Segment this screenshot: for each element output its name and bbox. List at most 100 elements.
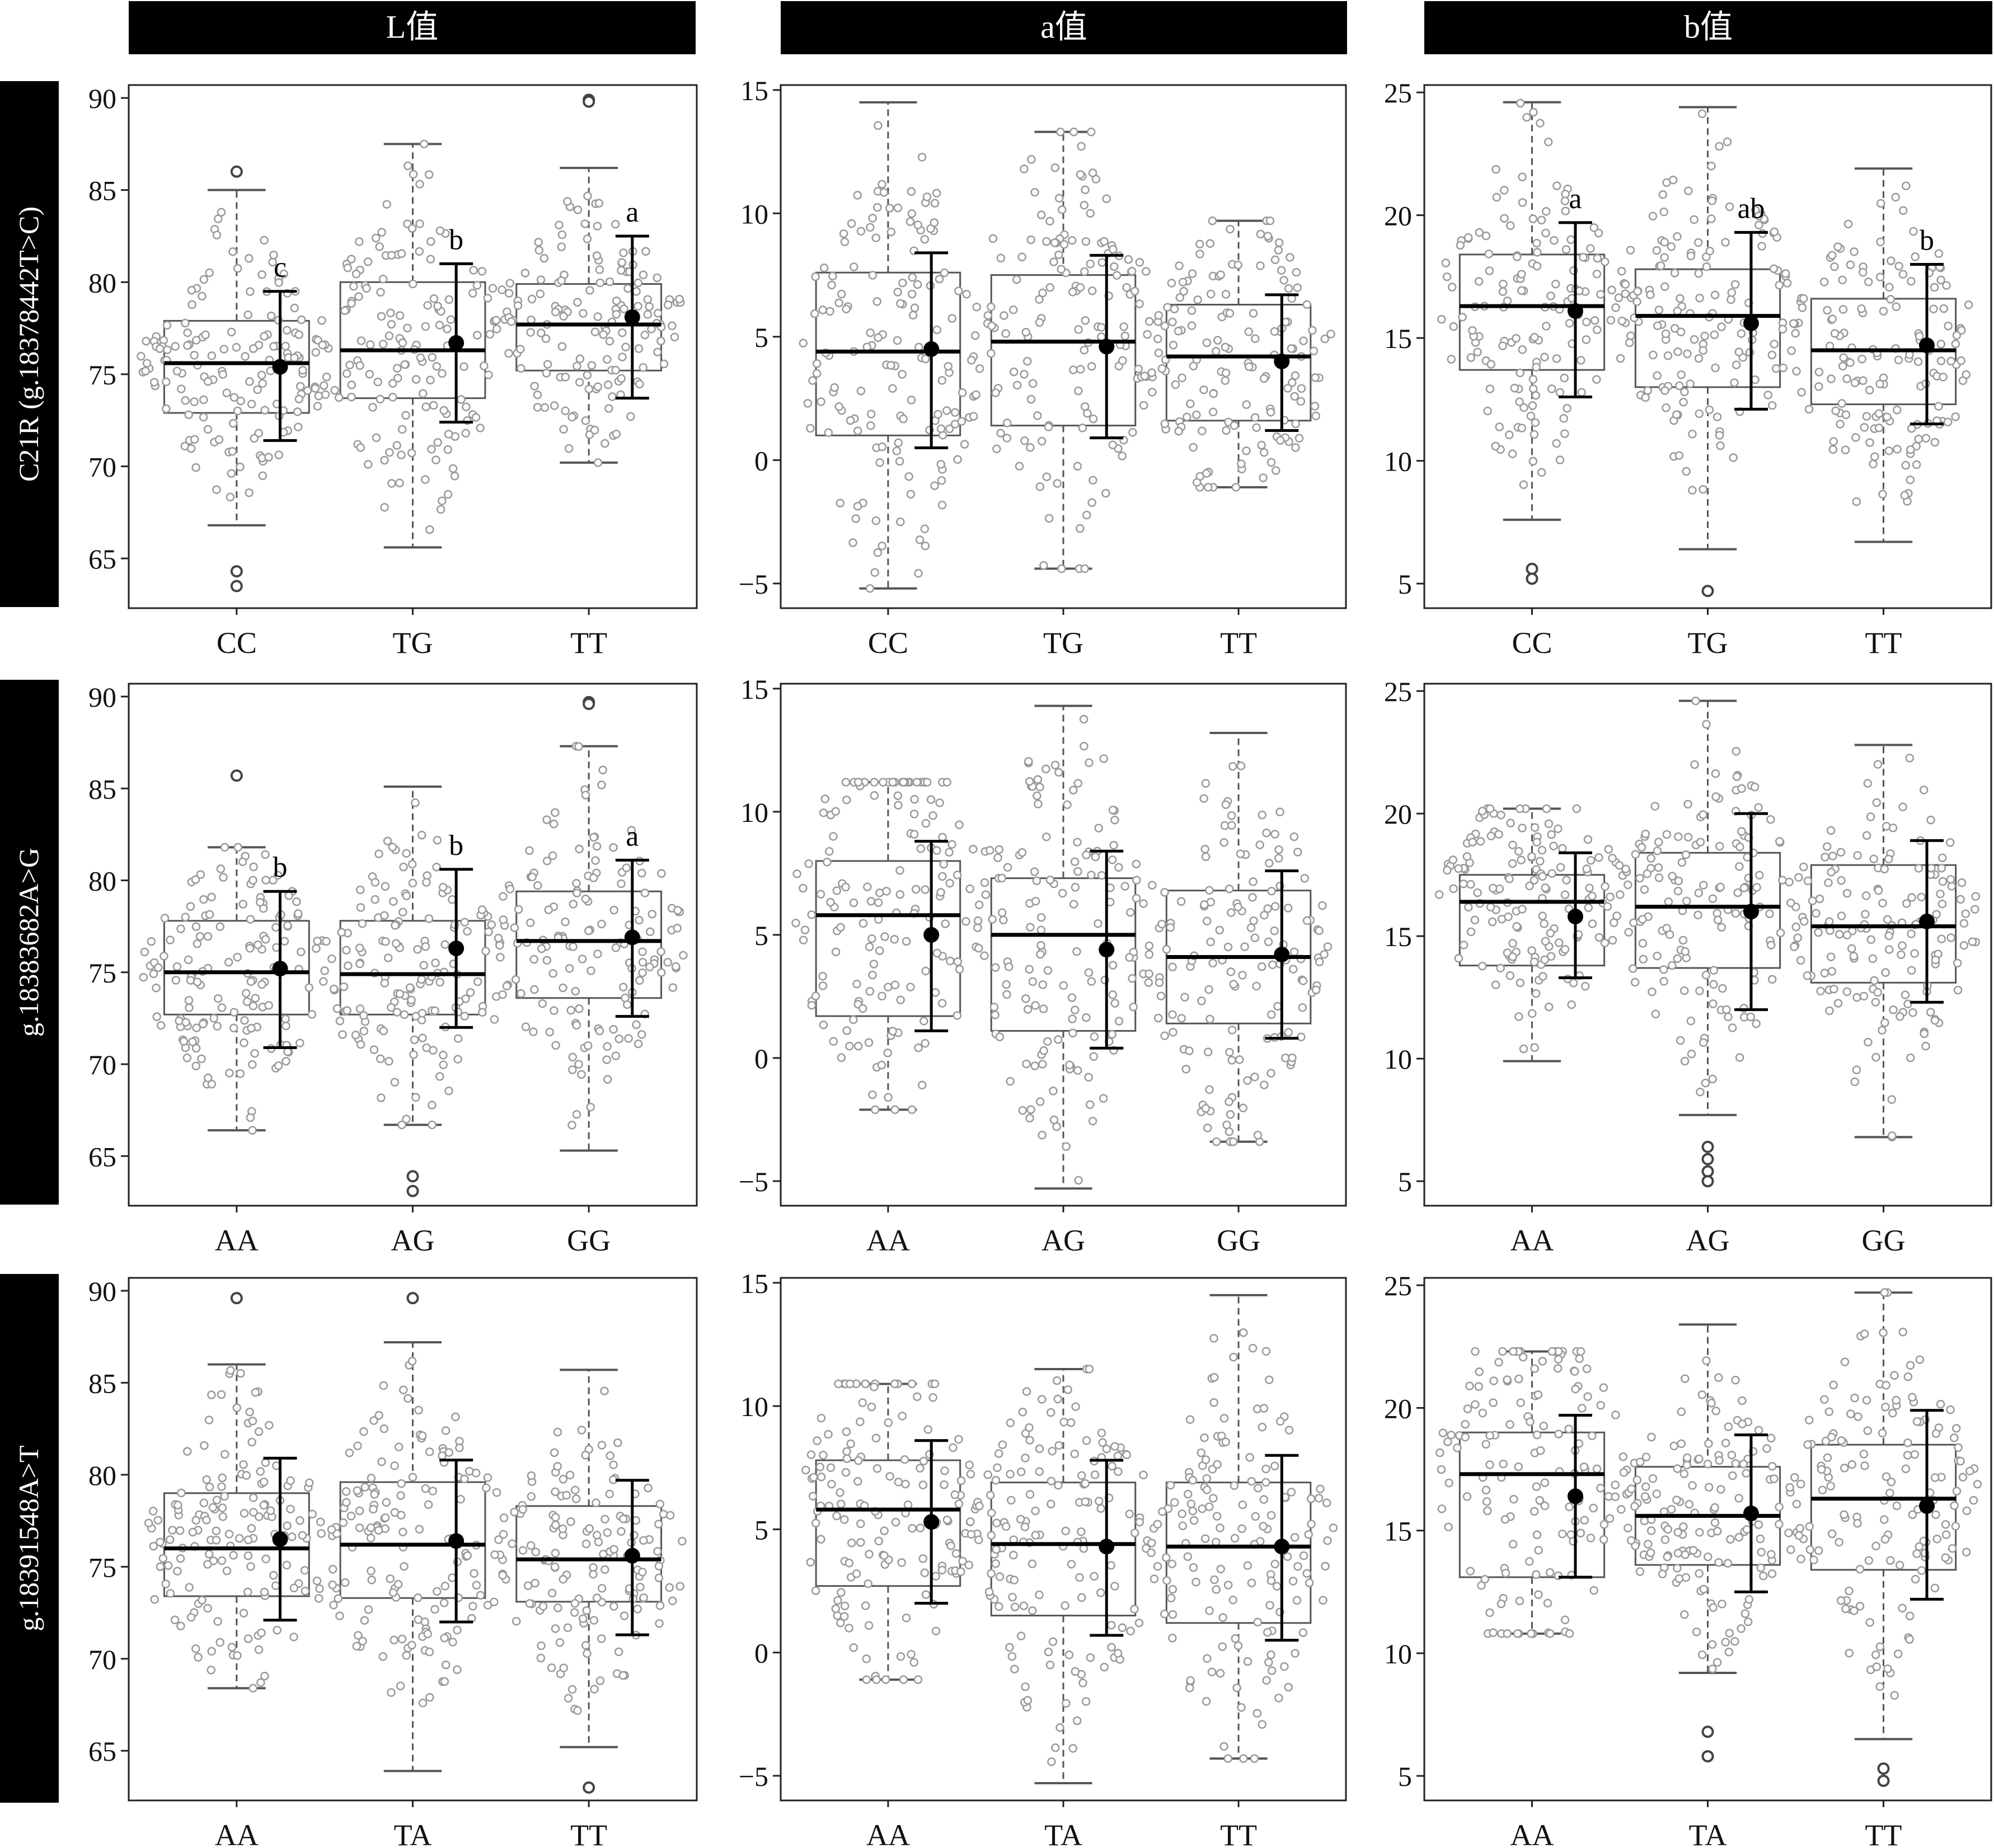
data-point [372, 433, 381, 443]
data-point [177, 384, 186, 393]
data-point [1243, 1076, 1252, 1085]
data-point [611, 1051, 620, 1060]
data-point [1180, 993, 1189, 1002]
data-point [1008, 1592, 1017, 1602]
data-point [593, 949, 602, 958]
data-point [264, 453, 273, 462]
data-point [1255, 840, 1264, 849]
data-point [1757, 242, 1766, 251]
data-point [1944, 321, 1953, 331]
y-tick-label: 90 [88, 681, 116, 713]
data-point [1489, 1628, 1498, 1637]
box-AG [1612, 696, 1807, 1188]
data-point [873, 203, 882, 212]
data-point [656, 947, 665, 956]
data-point [1898, 802, 1907, 811]
data-point [898, 1412, 907, 1421]
data-point [380, 979, 390, 988]
data-point [428, 1101, 437, 1109]
data-point [1058, 888, 1067, 898]
data-point [1541, 937, 1550, 946]
data-point [573, 361, 581, 371]
data-point [1323, 942, 1333, 951]
data-point [207, 892, 216, 901]
box-AG: b [320, 785, 513, 1197]
data-point [1934, 249, 1944, 258]
data-points [490, 1386, 687, 1715]
data-point [1153, 334, 1162, 344]
data-point [184, 410, 193, 419]
data-point [181, 318, 190, 328]
data-point [1707, 1640, 1717, 1649]
data-point [1225, 1047, 1234, 1057]
data-point [1087, 977, 1096, 986]
data-point [1192, 410, 1201, 420]
data-point [432, 362, 442, 371]
data-point [423, 301, 432, 310]
data-point [548, 851, 557, 860]
data-point [242, 997, 252, 1007]
data-point [877, 1060, 886, 1070]
data-point [646, 927, 655, 937]
data-point [232, 1403, 242, 1412]
data-point [993, 853, 1002, 862]
data-point [1097, 323, 1106, 332]
data-point [1836, 420, 1845, 429]
data-point [1906, 475, 1915, 485]
data-point [1481, 231, 1491, 241]
data-point [313, 937, 322, 946]
data-point [1549, 841, 1558, 850]
data-point [673, 924, 682, 933]
outlier-point [583, 95, 595, 108]
data-point [1237, 1703, 1246, 1712]
data-point [354, 1631, 363, 1640]
data-point [970, 331, 980, 340]
data-point [217, 208, 226, 217]
data-point [257, 270, 266, 279]
data-point [1277, 266, 1286, 275]
data-point [385, 448, 394, 457]
data-point [149, 1541, 158, 1551]
data-point [137, 352, 146, 361]
data-point [1931, 1429, 1941, 1438]
data-point [185, 1583, 194, 1592]
data-point [1735, 862, 1744, 871]
data-point [384, 331, 394, 341]
data-point [367, 1576, 377, 1584]
data-point [203, 425, 213, 434]
data-point [1480, 1574, 1489, 1584]
data-point [1208, 407, 1218, 417]
data-point [573, 1706, 582, 1715]
data-point [866, 328, 875, 337]
data-point [991, 963, 1000, 972]
data-point [919, 1017, 928, 1026]
data-point [1605, 1514, 1615, 1523]
box-TA [317, 1292, 508, 1772]
data-point [1722, 1005, 1731, 1014]
data-point [1723, 1559, 1733, 1568]
data-point [1189, 1563, 1198, 1572]
data-point [947, 314, 957, 323]
data-point [472, 1581, 481, 1590]
data-point [1055, 1723, 1064, 1732]
data-point [1525, 881, 1534, 891]
data-point [470, 1569, 478, 1578]
data-point [1527, 852, 1536, 861]
data-point [1102, 1445, 1111, 1454]
mean-marker [1099, 942, 1115, 958]
data-point [510, 1507, 519, 1517]
data-point [1864, 1037, 1873, 1047]
data-point [1263, 232, 1273, 241]
data-point [639, 363, 648, 372]
data-point [1110, 1442, 1119, 1451]
data-point [248, 1126, 257, 1135]
data-point [1148, 388, 1157, 397]
data-point [1833, 999, 1843, 1008]
data-point [659, 1510, 668, 1518]
data-point [1318, 901, 1327, 910]
data-point [1903, 1372, 1913, 1381]
data-point [1498, 341, 1507, 350]
data-point [1730, 378, 1739, 387]
data-point [907, 1379, 917, 1389]
